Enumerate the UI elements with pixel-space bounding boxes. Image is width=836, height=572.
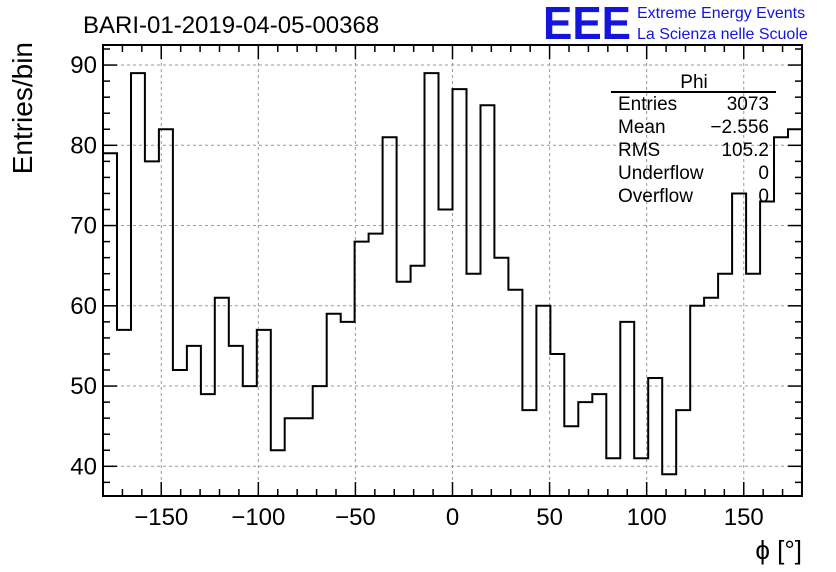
x-tick-label: −50 xyxy=(335,504,376,531)
stats-label-mean: Mean xyxy=(618,117,666,138)
y-tick-label: 40 xyxy=(70,453,97,480)
stats-label-entries: Entries xyxy=(618,94,677,115)
stats-label-overflow: Overflow xyxy=(618,186,693,207)
x-tick-label: −100 xyxy=(231,504,285,531)
plot-frame xyxy=(102,44,803,497)
stats-value-overflow: 0 xyxy=(758,186,769,207)
stats-value-underflow: 0 xyxy=(758,163,769,184)
logo-line-2: La Scienza nelle Scuole xyxy=(637,26,808,43)
stats-label-rms: RMS xyxy=(618,140,660,161)
axis-ticks xyxy=(102,45,803,496)
stats-label-underflow: Underflow xyxy=(618,163,704,184)
histogram-line xyxy=(103,72,802,476)
x-tick-label: 50 xyxy=(536,504,563,531)
eee-logo-mark: EEE xyxy=(543,0,631,49)
y-tick-label: 60 xyxy=(70,293,97,320)
eee-logo: EEE Extreme Energy Events La Scienza nel… xyxy=(543,0,808,49)
logo-line-1: Extreme Energy Events xyxy=(637,5,805,22)
x-tick-label: 100 xyxy=(627,504,667,531)
y-tick-label: 80 xyxy=(70,132,97,159)
chart-title: BARI-01-2019-04-05-00368 xyxy=(83,12,379,39)
x-axis-label: ϕ [°] xyxy=(755,535,802,565)
x-tick-label: 150 xyxy=(724,504,764,531)
x-tick-label: −150 xyxy=(134,504,188,531)
stats-value-entries: 3073 xyxy=(727,94,769,115)
y-tick-labels: 40 50 60 70 80 90 xyxy=(70,52,97,480)
x-tick-label: 0 xyxy=(446,504,459,531)
stats-value-rms: 105.2 xyxy=(721,140,769,161)
stats-value-mean: −2.556 xyxy=(710,117,769,138)
y-tick-label: 50 xyxy=(70,373,97,400)
y-axis-label: Entries/bin xyxy=(7,42,38,174)
x-tick-labels: −150 −100 −50 0 50 100 150 xyxy=(134,504,764,531)
stats-title: Phi xyxy=(680,72,707,93)
y-tick-label: 70 xyxy=(70,213,97,240)
y-tick-label: 90 xyxy=(70,52,97,79)
stats-box: Phi Entries 3073 Mean −2.556 RMS 105.2 U… xyxy=(611,72,776,207)
